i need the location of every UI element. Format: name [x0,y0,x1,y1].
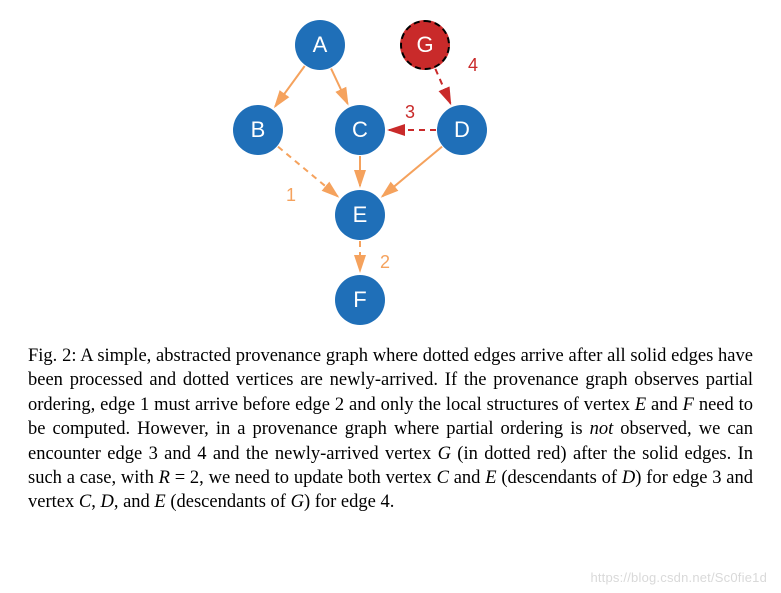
node-C: C [335,105,385,155]
watermark-text: https://blog.csdn.net/Sc0fie1d [590,570,767,585]
edge-label-1: 1 [286,185,296,206]
node-G: G [400,20,450,70]
var-D2: D [100,492,113,512]
provenance-graph: A G B C D EF 1 2 3 4 [0,0,781,340]
caption-text: (descendants of [497,468,622,488]
caption-text: and [646,395,682,415]
var-E3: E [154,492,165,512]
node-B: B [233,105,283,155]
node-D: D [437,105,487,155]
caption-text: and [449,468,485,488]
caption-text: , and [114,492,155,512]
var-G2: G [291,492,304,512]
word-not: not [590,419,614,439]
edge-label-4: 4 [468,55,478,76]
edge-label-2: 2 [380,252,390,273]
node-A: A [295,20,345,70]
caption-text: (descendants of [166,492,291,512]
edge-G-D [435,69,450,104]
caption-text: = 2, we need to update both vertex [170,468,437,488]
var-G: G [438,444,451,464]
edge-D-E [382,147,442,197]
figure-caption: Fig. 2: A simple, abstracted provenance … [0,340,781,515]
graph-edges-layer [0,0,781,340]
var-F: F [683,395,694,415]
var-C2: C [79,492,91,512]
edge-A-B [275,66,305,107]
edge-label-3: 3 [405,102,415,123]
caption-prefix: Fig. 2: [28,346,80,366]
var-R: R [159,468,170,488]
edge-A-C [331,69,348,104]
node-E: E [335,190,385,240]
var-D: D [622,468,635,488]
var-E2: E [485,468,496,488]
caption-text: ) for edge 4. [304,492,394,512]
var-E: E [635,395,646,415]
node-F: F [335,275,385,325]
var-C: C [437,468,449,488]
